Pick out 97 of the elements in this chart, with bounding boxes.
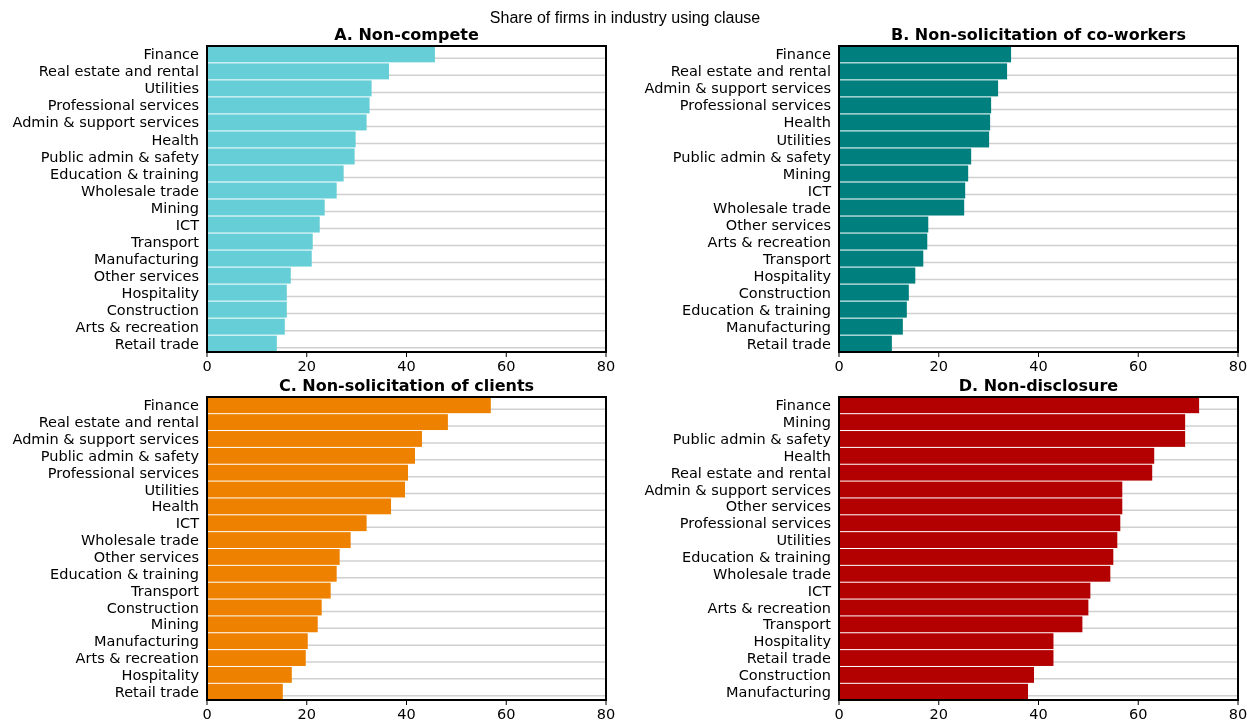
y-tick-label: Professional services — [47, 464, 199, 481]
x-tick-label: 60 — [497, 358, 516, 374]
y-tick-label: ICT — [175, 216, 200, 233]
y-tick-label: ICT — [807, 182, 832, 199]
y-tick-label: Public admin & safety — [672, 148, 832, 165]
y-tick-label: Wholesale trade — [80, 532, 200, 549]
x-tick-label: 60 — [1129, 706, 1148, 721]
y-tick-label: Professional services — [679, 515, 831, 532]
y-tick-label: Finance — [143, 46, 200, 63]
y-tick-label: Health — [783, 114, 831, 131]
x-tick-label: 80 — [1228, 706, 1248, 721]
chart-title: B. Non-solicitation of co-workers — [890, 25, 1187, 44]
y-tick-label: Arts & recreation — [75, 650, 199, 667]
y-tick-label: Construction — [106, 599, 199, 616]
y-tick-label: Health — [151, 131, 199, 148]
y-tick-label: Health — [151, 498, 199, 515]
x-tick-label: 0 — [202, 358, 212, 374]
x-tick-label: 60 — [1129, 358, 1148, 374]
y-tick-label: Utilities — [776, 131, 831, 148]
y-tick-label: Wholesale trade — [712, 565, 832, 582]
y-tick-label: ICT — [807, 582, 832, 599]
y-tick-label: Hospitality — [121, 284, 200, 301]
y-tick-label: Transport — [129, 582, 200, 599]
y-tick-label: Other services — [725, 498, 831, 515]
x-tick-label: 40 — [397, 358, 416, 374]
y-tick-label: Real estate and rental — [670, 63, 831, 80]
y-tick-label: Construction — [106, 301, 199, 318]
x-tick-label: 40 — [1029, 706, 1048, 721]
y-tick-label: Other services — [93, 267, 199, 284]
y-tick-label: Health — [783, 447, 831, 464]
y-tick-label: Manufacturing — [94, 633, 199, 650]
y-tick-label: Wholesale trade — [712, 199, 832, 216]
y-tick-label: Arts & recreation — [707, 599, 831, 616]
x-tick-label: 20 — [297, 358, 316, 374]
y-tick-label: Mining — [150, 199, 199, 216]
y-tick-label: Mining — [782, 414, 831, 431]
x-tick-label: 80 — [596, 358, 616, 374]
x-tick-label: 0 — [202, 706, 212, 721]
y-tick-label: Wholesale trade — [80, 182, 200, 199]
y-tick-label: Mining — [150, 616, 199, 633]
y-tick-label: Utilities — [144, 481, 199, 498]
y-tick-label: Education & training — [682, 301, 831, 318]
y-tick-label: Hospitality — [121, 666, 200, 683]
y-tick-label: Education & training — [50, 165, 199, 182]
y-tick-label: Admin & support services — [12, 114, 199, 131]
y-tick-label: Professional services — [679, 97, 831, 114]
y-tick-label: Finance — [775, 397, 832, 414]
x-tick-label: 80 — [1228, 358, 1248, 374]
chart-subtitle: Share of firms in industry using clause — [489, 9, 761, 26]
chart-title: A. Non-compete — [334, 25, 479, 44]
y-tick-label: Transport — [761, 616, 832, 633]
x-tick-label: 20 — [929, 358, 948, 374]
y-tick-label: Other services — [93, 549, 199, 565]
y-tick-label: Public admin & safety — [672, 431, 832, 448]
y-tick-label: Other services — [725, 216, 831, 233]
y-tick-label: Arts & recreation — [75, 318, 199, 335]
y-tick-label: Finance — [143, 397, 200, 414]
y-tick-label: Transport — [129, 233, 200, 250]
y-tick-label: Real estate and rental — [38, 414, 199, 431]
y-tick-label: Admin & support services — [644, 80, 831, 97]
y-tick-label: Utilities — [144, 80, 199, 97]
y-tick-label: Public admin & safety — [40, 447, 200, 464]
x-tick-label: 60 — [497, 706, 516, 721]
y-tick-label: Public admin & safety — [40, 148, 200, 165]
y-tick-label: Construction — [738, 284, 831, 301]
y-tick-label: Professional services — [47, 97, 199, 114]
y-tick-label: Construction — [738, 666, 831, 683]
y-tick-label: Education & training — [50, 565, 199, 582]
y-tick-label: Transport — [761, 250, 832, 267]
y-tick-label: Arts & recreation — [707, 233, 831, 250]
y-tick-label: Retail trade — [114, 683, 200, 700]
y-tick-label: Mining — [782, 165, 831, 182]
y-tick-label: Retail trade — [746, 335, 832, 352]
y-tick-label: Education & training — [682, 549, 831, 565]
x-tick-label: 20 — [929, 706, 948, 721]
y-tick-label: Admin & support services — [644, 481, 831, 498]
y-tick-label: Admin & support services — [12, 431, 199, 448]
y-tick-label: Retail trade — [746, 650, 832, 667]
y-tick-label: Hospitality — [753, 633, 832, 650]
y-tick-label: Utilities — [776, 532, 831, 549]
y-tick-label: Real estate and rental — [670, 464, 831, 481]
x-tick-label: 80 — [596, 706, 616, 721]
chart-title: C. Non-solicitation of clients — [278, 376, 535, 395]
y-tick-label: Manufacturing — [94, 250, 199, 267]
y-tick-label: Retail trade — [114, 335, 200, 352]
y-tick-label: Finance — [775, 46, 832, 63]
y-tick-label: ICT — [175, 515, 200, 532]
x-tick-label: 40 — [1029, 358, 1048, 374]
x-tick-label: 40 — [397, 706, 416, 721]
y-tick-label: Hospitality — [753, 267, 832, 284]
x-tick-label: 0 — [834, 706, 844, 721]
y-tick-label: Manufacturing — [726, 683, 831, 700]
x-tick-label: 20 — [297, 706, 316, 721]
x-tick-label: 0 — [834, 358, 844, 374]
y-tick-label: Real estate and rental — [38, 63, 199, 80]
y-tick-label: Manufacturing — [726, 318, 831, 335]
chart-title: D. Non-disclosure — [958, 376, 1119, 395]
